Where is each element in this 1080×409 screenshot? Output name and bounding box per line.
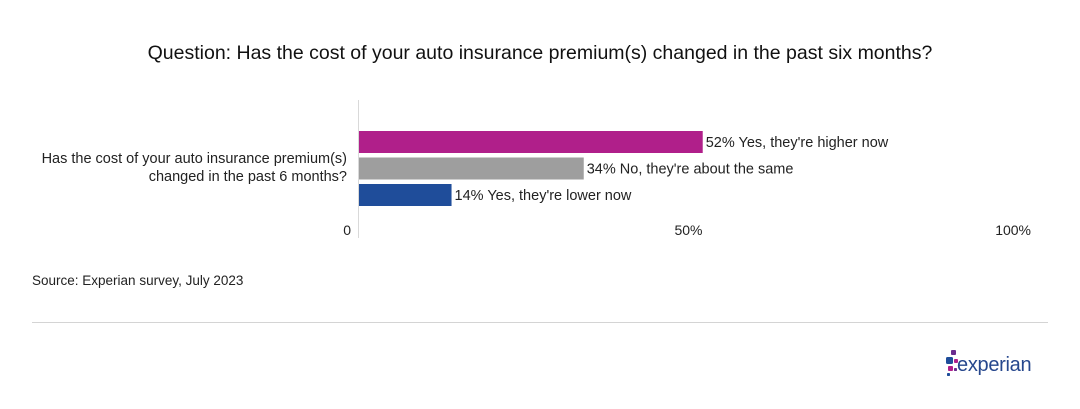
- x-tick-label: 50%: [674, 222, 702, 238]
- category-label: Has the cost of your auto insurance prem…: [41, 151, 347, 185]
- bar-data-label: 14% Yes, they're lower now: [455, 188, 632, 204]
- bar-2: [359, 157, 584, 180]
- bar-1: [359, 131, 703, 153]
- source-text: Experian survey, July 2023: [78, 273, 244, 288]
- x-tick-label: 100%: [995, 222, 1031, 238]
- bar-chart: 52% Yes, they're higher now 34% No, they'…: [343, 100, 1031, 238]
- bar-data-label: 52% Yes, they're higher now: [706, 135, 889, 151]
- bar-3: [359, 184, 452, 206]
- source-note: Source: Experian survey, July 2023: [32, 273, 243, 288]
- logo-wordmark: experian: [957, 354, 1032, 376]
- chart-title: Question: Has the cost of your auto insu…: [147, 42, 933, 64]
- divider: [32, 322, 1048, 323]
- experian-logo: experian: [945, 348, 1055, 382]
- logo-dots-icon: [946, 350, 958, 376]
- source-prefix: Source:: [32, 273, 79, 288]
- x-tick-label: 0: [343, 222, 351, 238]
- bar-data-label: 34% No, they're about the same: [587, 162, 794, 178]
